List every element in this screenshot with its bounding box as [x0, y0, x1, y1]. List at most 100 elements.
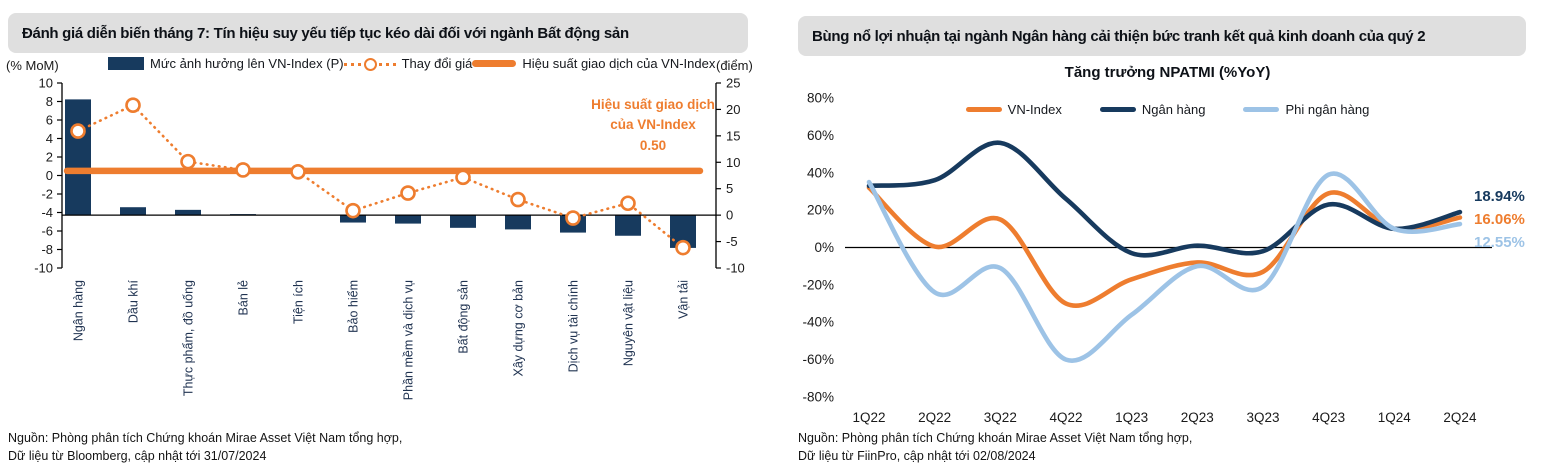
performance-annotation: Hiệu suất giao dịch của VN-Index 0.50	[558, 95, 748, 156]
right-axis-unit-label: (điểm)	[716, 58, 753, 73]
price-change-marker	[675, 239, 691, 256]
series-end-label: 18.94%	[1474, 188, 1525, 205]
category-label: Vận tải	[677, 280, 691, 319]
annotation-line1: Hiệu suất giao dịch	[591, 97, 715, 112]
right-panel-title: Bùng nổ lợi nhuận tại ngành Ngân hàng cả…	[798, 16, 1526, 56]
category-label: Thực phẩm, đồ uống	[182, 280, 196, 396]
left-axis-tick-label: -6	[41, 224, 53, 239]
blue-line-swatch-icon	[1243, 107, 1280, 112]
right-axis-tick-label: 5	[726, 181, 733, 196]
category-label: Nguyên vật liệu	[622, 280, 636, 366]
price-change-marker	[290, 164, 306, 180]
legend-label: Ngân hàng	[1141, 102, 1206, 117]
price-change-marker	[400, 185, 416, 201]
y-tick-label: 80%	[807, 91, 834, 106]
right-panel-title-text: Bùng nổ lợi nhuận tại ngành Ngân hàng cả…	[812, 27, 1426, 45]
impact-bar	[65, 99, 91, 216]
legend-item-impact: Mức ảnh hưởng lên VN-Index (P)	[108, 56, 344, 71]
source-line2: Dữ liệu từ Bloomberg, cập nhật tới 31/07…	[8, 448, 267, 463]
legend-item-nonbank: Phi ngân hàng	[1243, 102, 1369, 117]
y-tick-label: -40%	[802, 315, 834, 330]
category-label: Ngân hàng	[72, 280, 86, 341]
left-panel-title: Đánh giá diễn biến tháng 7: Tín hiệu suy…	[8, 13, 748, 53]
right-axis-tick-label: -10	[726, 260, 745, 275]
category-label: Xây dựng cơ bản	[512, 280, 526, 377]
impact-bar	[340, 215, 366, 223]
legend-item-vnindex: VN-Index	[965, 102, 1062, 117]
x-tick-label: 1Q23	[1115, 410, 1148, 425]
left-source-note: Nguồn: Phòng phân tích Chứng khoán Mirae…	[8, 430, 402, 463]
right-axis-tick-label: -5	[726, 234, 738, 249]
price-change-marker	[455, 169, 471, 186]
left-axis-unit-label: (% MoM)	[6, 58, 59, 73]
legend-item-price-change: Thay đổi giá	[343, 56, 473, 71]
legend-label: Thay đổi giá	[401, 56, 473, 71]
impact-bar	[505, 215, 531, 230]
category-label: Phần mềm và dịch vụ	[402, 280, 416, 400]
impact-bar	[450, 215, 476, 228]
legend-label: Phi ngân hàng	[1285, 102, 1370, 117]
legend-label: Hiệu suất giao dịch của VN-Index	[522, 56, 716, 71]
x-tick-label: 2Q22	[918, 410, 951, 425]
annotation-value: 0.50	[639, 137, 667, 153]
source-line2: Dữ liệu từ FiinPro, cập nhật tới 02/08/2…	[798, 448, 1036, 463]
legend-label: Mức ảnh hưởng lên VN-Index (P)	[150, 56, 344, 71]
price-change-marker	[125, 97, 141, 114]
price-change-marker	[510, 191, 526, 208]
bar-swatch-icon	[108, 57, 144, 70]
price-change-marker	[180, 153, 196, 170]
legend-label: VN-Index	[1007, 102, 1062, 117]
y-tick-label: 60%	[807, 128, 834, 143]
sector-impact-chart: -10 -8 -6 -4 -2 0 2 4 6 8 10 -10 -5 0 5 10 15 20 25 Ngân hà…	[34, 75, 745, 400]
y-tick-label: 20%	[807, 203, 834, 218]
npatmi-chart-title: Tăng trưởng NPATMI (%YoY)	[1064, 64, 1271, 81]
x-tick-label: 3Q22	[984, 410, 1017, 425]
x-tick-label: 1Q24	[1378, 410, 1412, 425]
left-chart-legend: Mức ảnh hưởng lên VN-Index (P) Thay đổi …	[108, 56, 715, 71]
category-label: Dầu khí	[127, 279, 141, 323]
price-change-marker	[620, 195, 636, 212]
price-change-marker	[235, 162, 251, 178]
solid-line-swatch-icon	[472, 60, 517, 67]
series-end-label: 12.55%	[1474, 234, 1525, 251]
y-tick-label: 40%	[807, 165, 834, 180]
series-line-light_blue	[866, 171, 1463, 363]
price-change-line	[76, 103, 685, 249]
source-line1: Nguồn: Phòng phân tích Chứng khoán Mirae…	[798, 431, 1193, 445]
category-label: Tiện ích	[292, 280, 306, 324]
x-tick-label: 1Q22	[852, 410, 885, 425]
right-source-note: Nguồn: Phòng phân tích Chứng khoán Mirae…	[798, 430, 1192, 463]
series-end-label: 16.06%	[1474, 211, 1525, 228]
left-axis-tick-label: -4	[41, 205, 53, 220]
x-tick-label: 2Q23	[1181, 410, 1214, 425]
impact-bar	[615, 215, 641, 236]
category-label: Bán lẻ	[237, 280, 251, 315]
y-tick-label: -60%	[802, 352, 834, 367]
legend-item-bank: Ngân hàng	[1099, 102, 1206, 117]
impact-bar	[120, 207, 146, 216]
dotted-line-swatch-icon	[343, 57, 396, 71]
left-axis-tick-label: 8	[46, 94, 53, 109]
x-tick-label: 3Q23	[1246, 410, 1279, 425]
annotation-line2: của VN-Index	[610, 117, 696, 133]
category-label: Dịch vụ tài chính	[567, 280, 581, 372]
x-tick-label: 4Q23	[1312, 410, 1345, 425]
y-tick-label: -80%	[802, 389, 834, 404]
right-axis-tick-label: 0	[726, 208, 733, 223]
left-axis-tick-label: 10	[39, 76, 53, 91]
navy-line-swatch-icon	[1099, 107, 1136, 112]
npatmi-chart: 80% 60% 40% 20% 0% -20% -40% -60% -80% 1Q22 2Q22 3Q…	[802, 91, 1525, 425]
right-chart-legend: VN-Index Ngân hàng Phi ngân hàng	[790, 102, 1545, 117]
source-line1: Nguồn: Phòng phân tích Chứng khoán Mirae…	[8, 431, 403, 445]
impact-bar	[395, 215, 421, 224]
left-axis-tick-label: -8	[41, 242, 53, 257]
price-change-marker	[70, 123, 86, 139]
legend-item-performance: Hiệu suất giao dịch của VN-Index	[472, 56, 715, 71]
price-change-marker	[345, 202, 361, 219]
y-tick-label: 0%	[814, 240, 834, 255]
left-axis-tick-label: 0	[46, 168, 53, 183]
left-axis-tick-label: 4	[46, 131, 53, 146]
right-axis-tick-label: 20	[726, 102, 740, 117]
x-tick-label: 4Q22	[1049, 410, 1082, 425]
